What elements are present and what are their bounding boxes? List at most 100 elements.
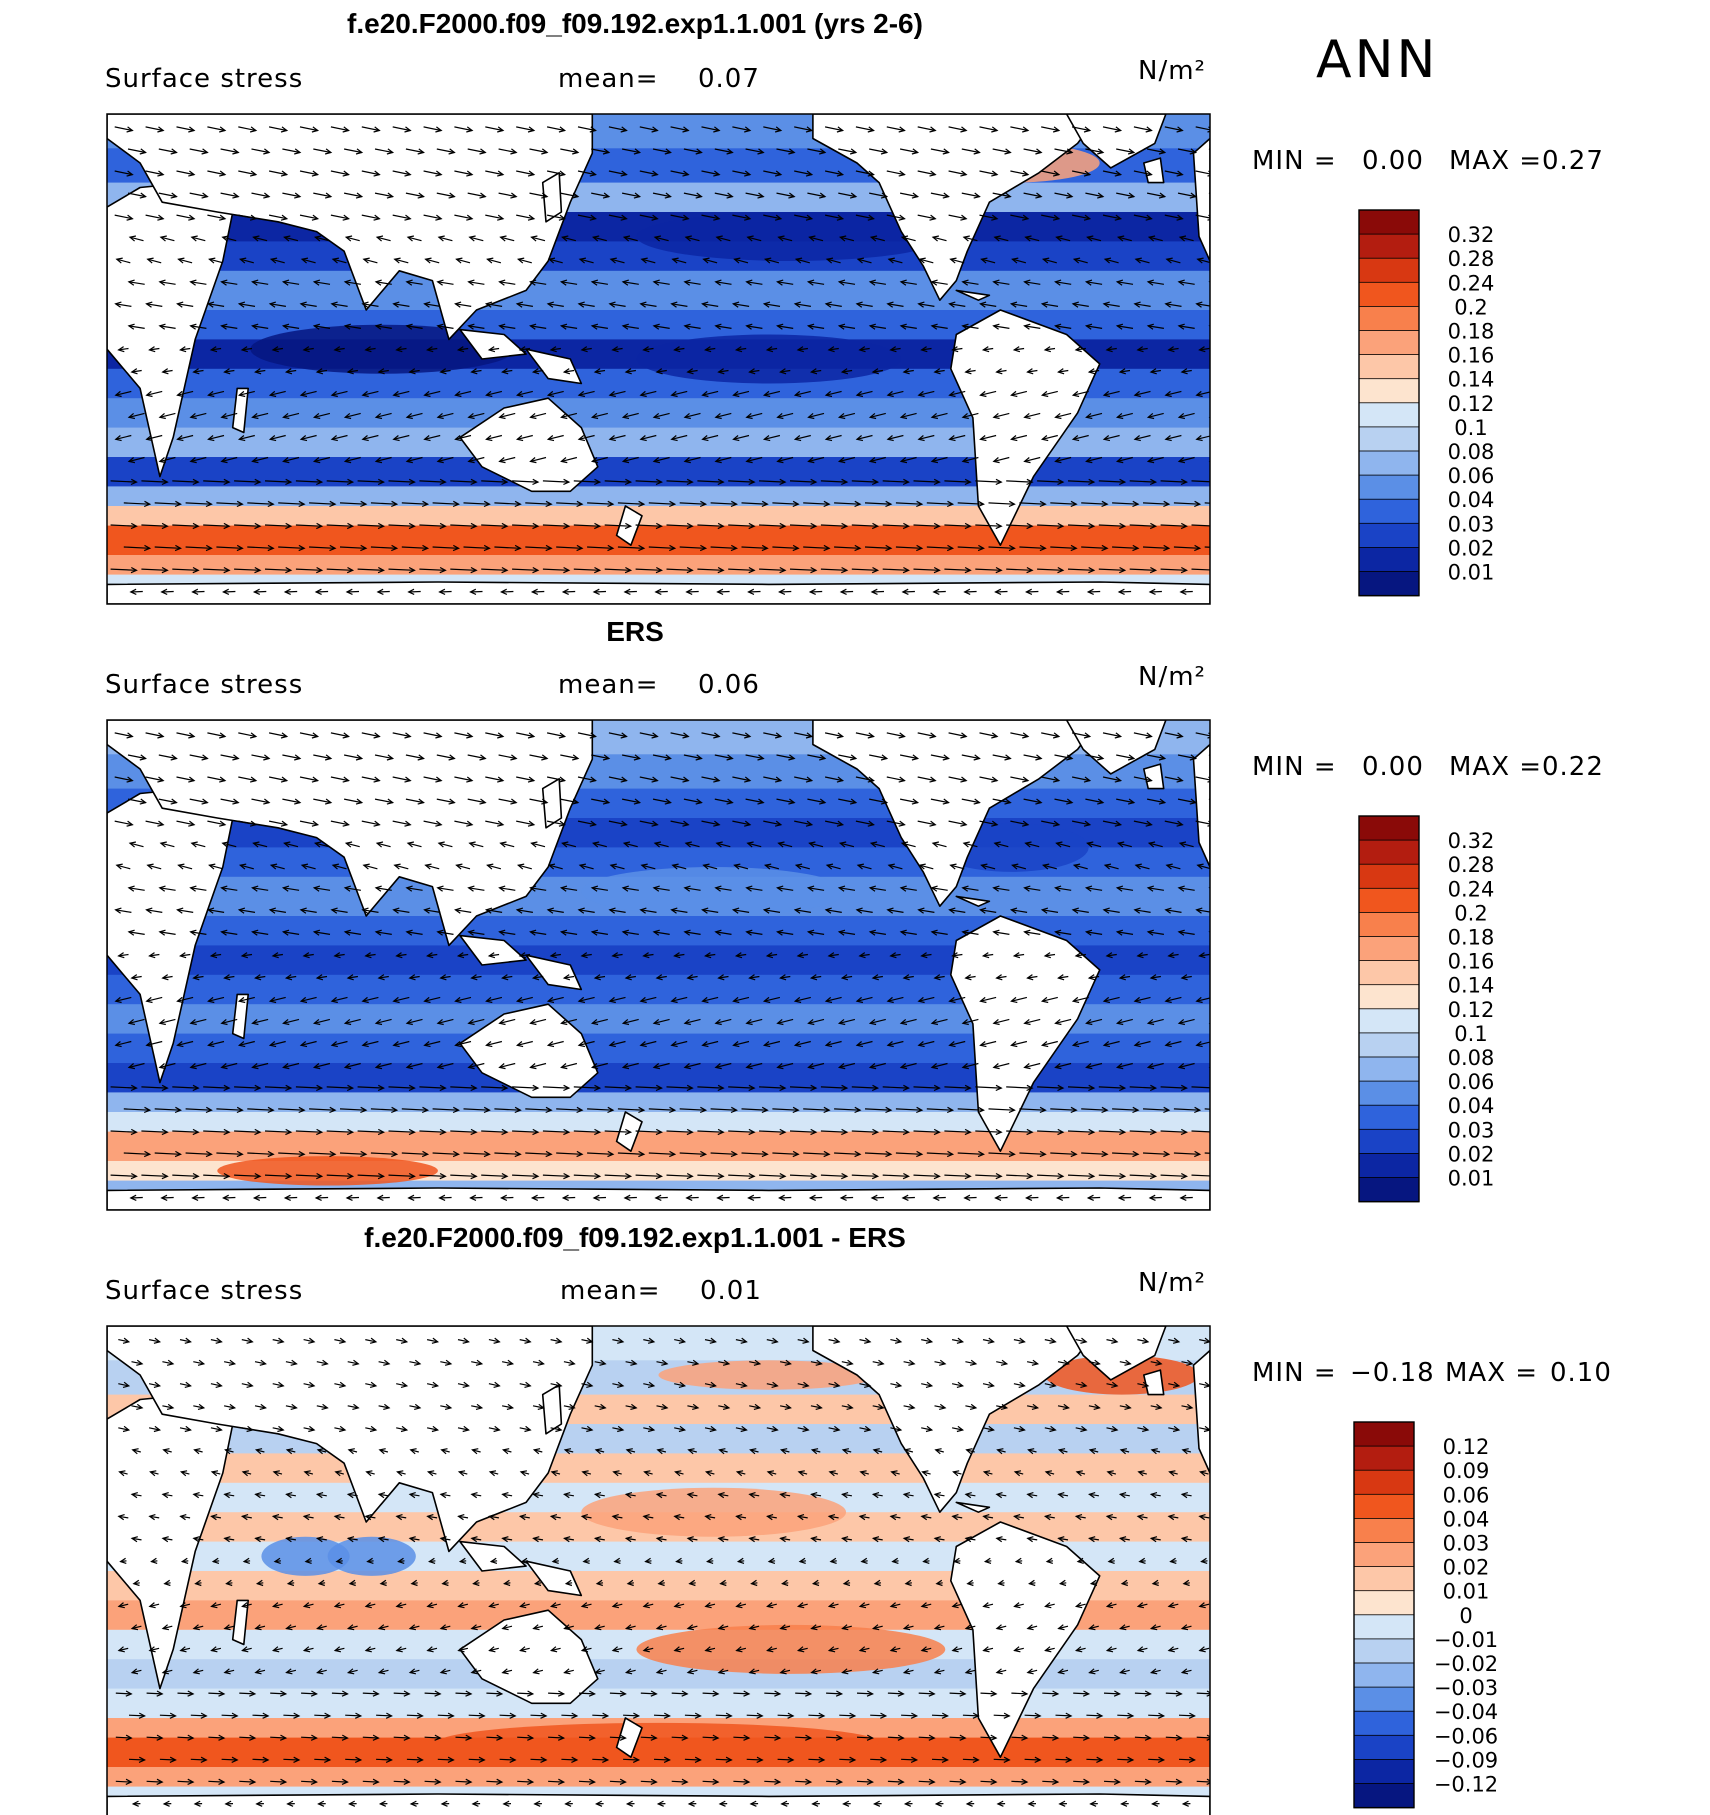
colorbar-swatch <box>1353 1566 1415 1592</box>
colorbar-tick-label: 0.1 <box>1454 416 1487 440</box>
colorbar-tick-label: 0.01 <box>1443 1580 1490 1604</box>
colorbar-tick-label: 0.03 <box>1448 1118 1495 1142</box>
panel-3-max-value: 0.10 <box>1550 1358 1612 1388</box>
panel-2-min-label: MIN = <box>1252 752 1337 782</box>
panel-2-mean-value: 0.06 <box>698 670 760 700</box>
colorbar-swatch <box>1353 1686 1415 1712</box>
colorbar-tick-label: 0.24 <box>1448 877 1495 901</box>
season-label: ANN <box>1316 30 1439 90</box>
colorbar-tick-label: 0.12 <box>1448 998 1495 1022</box>
colorbar-tick-label: 0.02 <box>1443 1556 1490 1580</box>
colorbar-tick-label: 0.14 <box>1448 368 1495 392</box>
colorbar-swatch <box>1358 1153 1420 1179</box>
panel-1-min-label: MIN = <box>1252 146 1337 176</box>
colorbar-tick-label: 0.04 <box>1443 1507 1490 1531</box>
colorbar-tick-label: 0.03 <box>1448 512 1495 536</box>
colorbar-tick-label: 0.08 <box>1448 1046 1495 1070</box>
colorbar-tick-label: 0 <box>1459 1604 1472 1628</box>
colorbar-swatch <box>1358 1032 1420 1058</box>
colorbar-tick-label: −0.09 <box>1434 1748 1498 1772</box>
colorbar-tick-label: 0.32 <box>1448 829 1495 853</box>
colorbar-swatch <box>1353 1518 1415 1544</box>
colorbar-tick-label: 0.08 <box>1448 440 1495 464</box>
colorbar-swatch <box>1353 1783 1415 1809</box>
colorbar-swatch <box>1358 354 1420 380</box>
colorbar-tick-label: 0.28 <box>1448 853 1495 877</box>
panel-2-title: ERS <box>606 616 664 647</box>
colorbar-tick-label: 0.03 <box>1443 1532 1490 1556</box>
colorbar-tick-label: 0.14 <box>1448 974 1495 998</box>
colorbar-tick-label: 0.2 <box>1454 901 1487 925</box>
colorbar-tick-label: 0.2 <box>1454 295 1487 319</box>
panel-2-variable: Surface stress <box>105 670 304 700</box>
map-panel-1 <box>106 113 1211 605</box>
panel-2-mean-label: mean= <box>558 670 659 700</box>
colorbar-tick-label: 0.28 <box>1448 247 1495 271</box>
map-panel-2 <box>106 719 1211 1211</box>
colorbar-tick-label: −0.04 <box>1434 1700 1498 1724</box>
colorbar-swatch <box>1353 1710 1415 1736</box>
colorbar-tick-label: 0.02 <box>1448 536 1495 560</box>
panel-3-units: N/m² <box>1138 1268 1206 1298</box>
panel-3-min-label: MIN = <box>1252 1358 1337 1388</box>
colorbar-tick-label: 0.01 <box>1448 1167 1495 1191</box>
colorbar-tick-label: 0.01 <box>1448 561 1495 585</box>
colorbar-swatch <box>1358 305 1420 332</box>
colorbar-swatch <box>1358 426 1420 452</box>
colorbar-swatch <box>1353 1614 1415 1640</box>
colorbar-swatch <box>1358 815 1420 841</box>
colorbar-swatch <box>1358 936 1420 962</box>
panel-3-min-value: −0.18 <box>1350 1358 1435 1388</box>
colorbar-tick-label: 0.16 <box>1448 950 1495 974</box>
colorbar-swatch <box>1358 522 1420 549</box>
panel-2-min-value: 0.00 <box>1362 752 1424 782</box>
colorbar-swatch <box>1353 1469 1415 1495</box>
colorbar-swatch <box>1353 1759 1415 1785</box>
colorbar-tick-label: 0.18 <box>1448 926 1495 950</box>
map-panel-3 <box>106 1325 1211 1815</box>
panel-3-variable: Surface stress <box>105 1276 304 1306</box>
colorbar-swatch <box>1358 378 1420 404</box>
panel-3-title: f.e20.F2000.f09_f09.192.exp1.1.001 - ERS <box>364 1222 906 1253</box>
colorbar-tick-label: 0.04 <box>1448 1094 1495 1118</box>
panel-1-title: f.e20.F2000.f09_f09.192.exp1.1.001 (yrs … <box>347 8 923 39</box>
colorbar-tick-label: −0.01 <box>1434 1628 1498 1652</box>
colorbar-tick-label: 0.1 <box>1454 1022 1487 1046</box>
panel-2-max-value: 0.22 <box>1542 752 1604 782</box>
colorbar-tick-label: 0.06 <box>1443 1483 1490 1507</box>
colorbar-swatch <box>1358 912 1420 938</box>
colorbar-tick-label: 0.18 <box>1448 320 1495 344</box>
colorbar-swatch <box>1358 863 1420 890</box>
colorbar-tick-label: 0.09 <box>1443 1459 1490 1483</box>
colorbar-swatch <box>1358 1008 1420 1034</box>
colorbar-tick-label: 0.06 <box>1448 464 1495 488</box>
colorbar-tick-label: −0.12 <box>1434 1773 1498 1797</box>
colorbar-tick-label: 0.04 <box>1448 488 1495 512</box>
colorbar-swatch <box>1358 887 1420 914</box>
panel-1-units: N/m² <box>1138 56 1206 86</box>
panel-2-max-label: MAX = <box>1449 752 1543 782</box>
colorbar-swatch <box>1358 839 1420 865</box>
colorbar-swatch <box>1358 984 1420 1010</box>
colorbar-tick-label: −0.03 <box>1434 1676 1498 1700</box>
colorbar-swatch <box>1358 281 1420 308</box>
panel-3-mean-value: 0.01 <box>700 1276 762 1306</box>
colorbar-swatch <box>1358 1104 1420 1130</box>
colorbar-tick-label: 0.24 <box>1448 271 1495 295</box>
colorbar-swatch <box>1358 330 1420 356</box>
colorbar-swatch <box>1358 1056 1420 1082</box>
colorbar-swatch <box>1358 1080 1420 1106</box>
panel-3-max-label: MAX = <box>1445 1358 1539 1388</box>
colorbar-swatch <box>1353 1493 1415 1520</box>
colorbar-swatch <box>1353 1421 1415 1447</box>
colorbar-swatch <box>1358 257 1420 284</box>
colorbar-tick-label: 0.12 <box>1448 392 1495 416</box>
colorbar-swatch <box>1353 1662 1415 1688</box>
colorbar-swatch <box>1358 571 1420 597</box>
colorbar-swatch <box>1353 1590 1415 1616</box>
colorbar-tick-label: 0.06 <box>1448 1070 1495 1094</box>
colorbar-swatch <box>1358 1128 1420 1155</box>
colorbar-swatch <box>1358 209 1420 235</box>
colorbar-3: 0.120.090.060.040.030.020.010−0.01−0.02−… <box>1353 1421 1498 1809</box>
colorbar-swatch <box>1358 233 1420 259</box>
